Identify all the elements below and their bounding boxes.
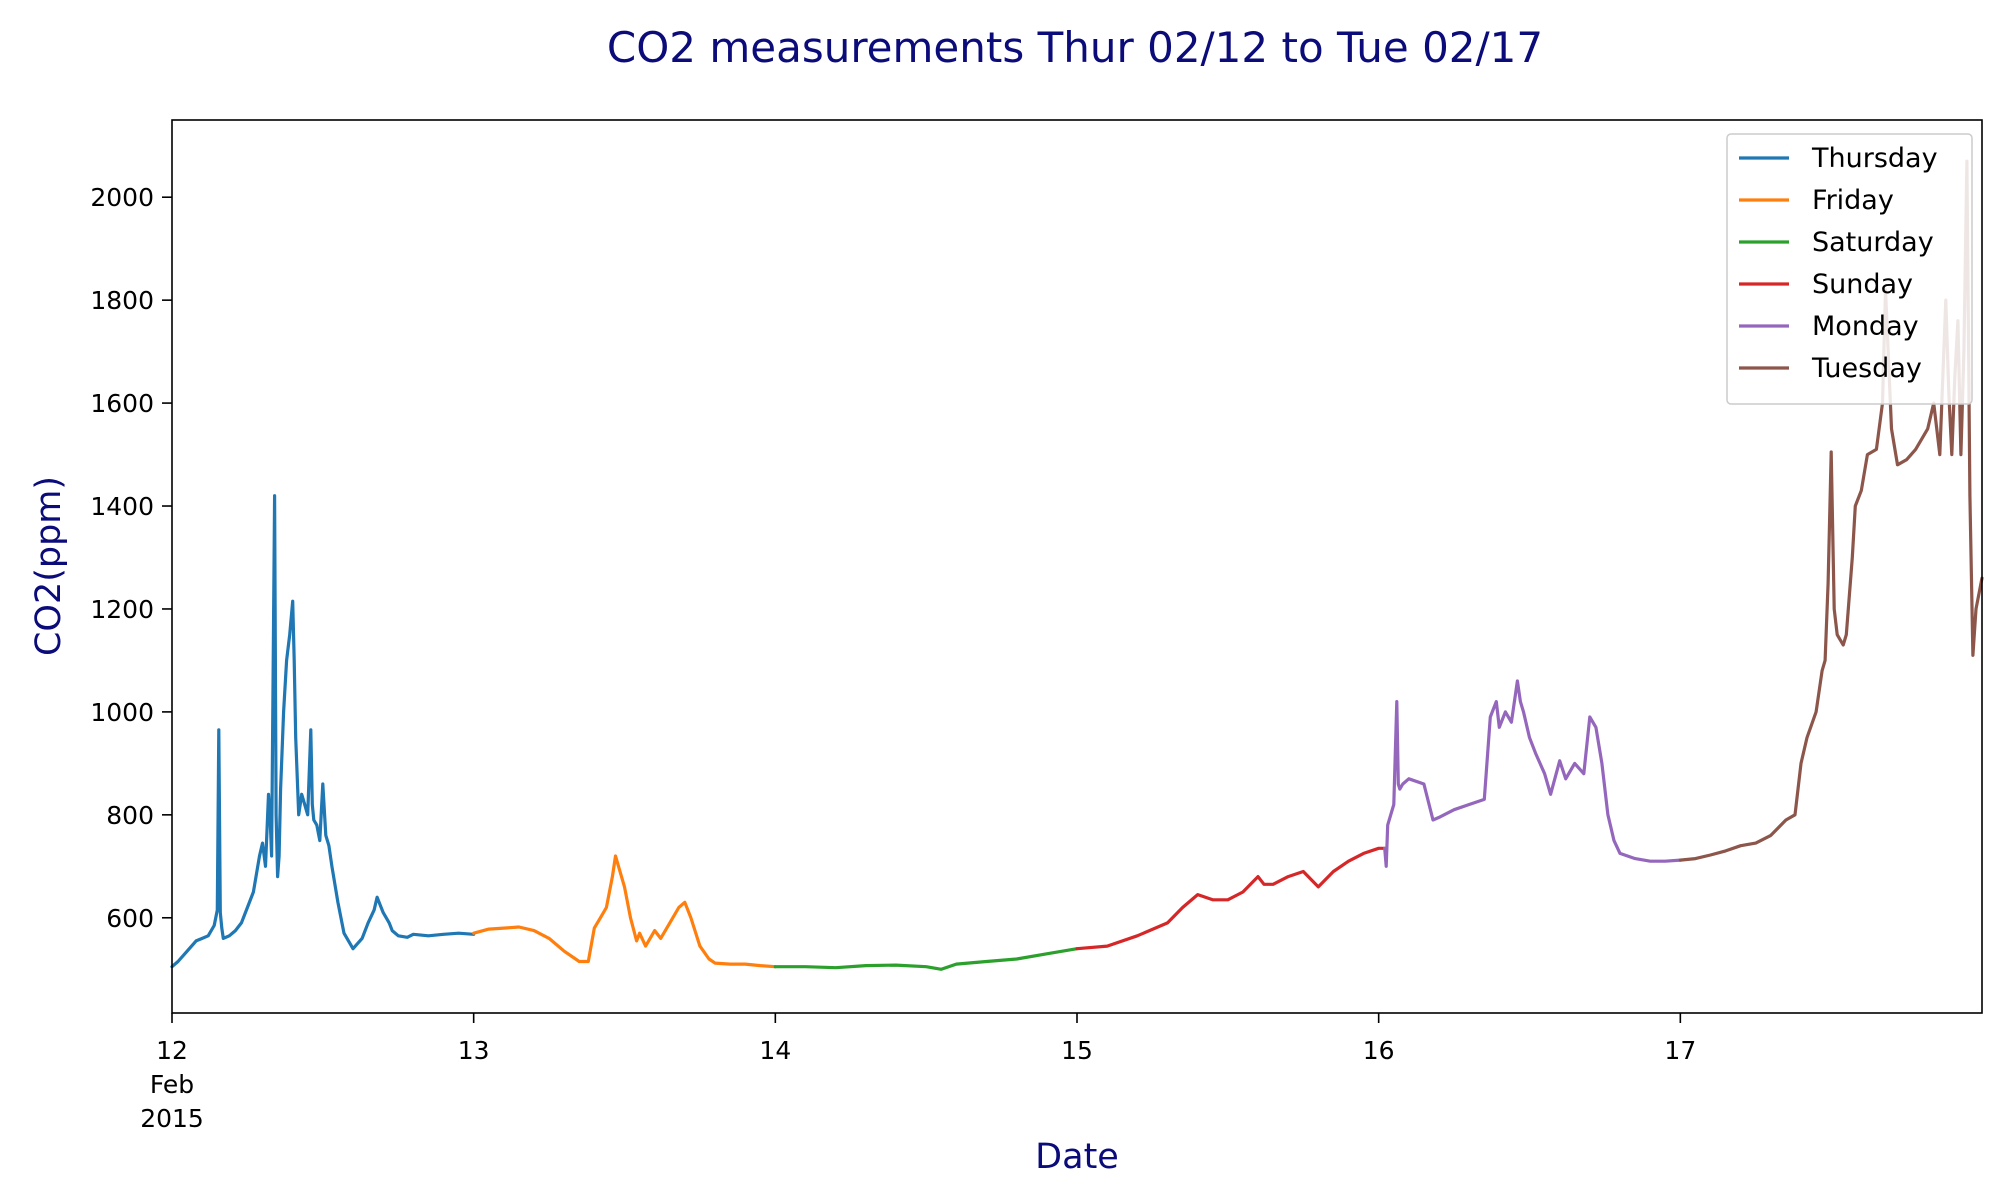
series-line-thursday bbox=[170, 494, 476, 969]
series-line-friday bbox=[472, 854, 777, 969]
legend-label-monday: Monday bbox=[1812, 311, 1919, 342]
x-axis: 12 Feb 2015 13 14 15 16 17 bbox=[140, 1013, 1696, 1133]
y-tick-label: 1600 bbox=[90, 389, 154, 418]
y-tick-label: 800 bbox=[106, 801, 154, 830]
chart-title: CO2 measurements Thur 02/12 to Tue 02/17 bbox=[607, 23, 1543, 72]
legend-label-tuesday: Tuesday bbox=[1811, 353, 1922, 384]
y-tick-label: 1400 bbox=[90, 492, 154, 521]
legend: Thursday Friday Saturday Sunday Monday Tuesda… bbox=[1726, 133, 1973, 405]
y-axis: 600 800 1000 1200 1400 1600 1800 2000 bbox=[90, 183, 172, 933]
x-tick-label: Feb bbox=[150, 1070, 194, 1099]
legend-label-saturday: Saturday bbox=[1812, 227, 1934, 258]
y-tick-label: 1200 bbox=[90, 595, 154, 624]
y-tick-label: 1800 bbox=[90, 286, 154, 315]
plot-frame bbox=[171, 119, 1983, 1014]
x-tick-label: 12 bbox=[156, 1036, 188, 1065]
series-line-saturday bbox=[773, 947, 1079, 971]
y-tick-label: 1000 bbox=[90, 698, 154, 727]
y-tick-label: 2000 bbox=[90, 183, 154, 212]
legend-label-friday: Friday bbox=[1812, 185, 1894, 216]
legend-label-thursday: Thursday bbox=[1811, 143, 1938, 174]
series-layer bbox=[170, 159, 1984, 971]
x-tick-label: 13 bbox=[458, 1036, 490, 1065]
series-line-sunday bbox=[1075, 846, 1387, 951]
x-tick-label: 17 bbox=[1664, 1036, 1696, 1065]
x-tick-label: 14 bbox=[759, 1036, 791, 1065]
y-tick-label: 600 bbox=[106, 904, 154, 933]
x-tick-label: 15 bbox=[1061, 1036, 1093, 1065]
x-axis-label: Date bbox=[1035, 1137, 1119, 1177]
series-line-monday bbox=[1383, 679, 1682, 868]
y-axis-label: CO2(ppm) bbox=[29, 476, 69, 656]
x-tick-label: 2015 bbox=[140, 1104, 204, 1133]
x-tick-label: 16 bbox=[1363, 1036, 1395, 1065]
legend-label-sunday: Sunday bbox=[1812, 269, 1913, 300]
